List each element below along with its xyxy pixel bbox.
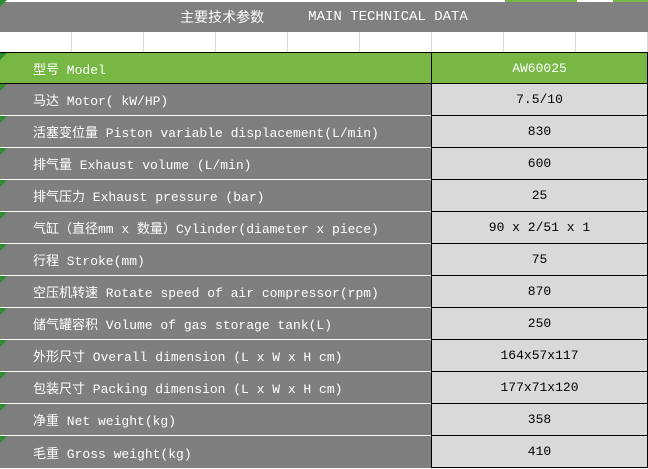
top-partial-row <box>0 0 648 2</box>
row-label: 气缸（直径mm x 数量）Cylinder(diameter x piece) <box>33 222 379 237</box>
spec-label-cell[interactable]: 活塞变位量 Piston variable displacement(L/min… <box>0 116 431 148</box>
spec-label-cell[interactable]: 储气罐容积 Volume of gas storage tank(L) <box>0 308 431 340</box>
spec-label-cell[interactable]: 马达 Motor( kW/HP) <box>0 84 431 116</box>
title-chinese: 主要技术参数 <box>180 11 265 27</box>
empty-grid-row[interactable] <box>0 32 648 52</box>
cell-error-triangle-icon <box>0 212 7 219</box>
row-label: 马达 Motor( kW/HP) <box>33 94 169 109</box>
spec-value-cell[interactable]: 7.5/10 <box>431 84 648 116</box>
row-label: 排气压力 Exhaust pressure (bar) <box>33 190 265 205</box>
table-title-bar[interactable]: 主要技术参数 MAIN TECHNICAL DATA <box>0 2 648 32</box>
row-value: 600 <box>527 156 552 171</box>
spec-label-cell[interactable]: 气缸（直径mm x 数量）Cylinder(diameter x piece) <box>0 212 431 244</box>
table-row-model: 型号 Model AW60025 <box>0 52 648 84</box>
spec-value-cell[interactable]: 358 <box>431 404 648 436</box>
cell-error-triangle-icon <box>0 340 7 347</box>
spec-value-cell[interactable]: 90 x 2/51 x 1 <box>431 212 648 244</box>
spec-value-cell[interactable]: 600 <box>431 148 648 180</box>
row-value: 830 <box>527 124 552 139</box>
row-label: 空压机转速 Rotate speed of air compressor(rpm… <box>33 286 379 301</box>
row-label: 行程 Stroke(mm) <box>33 254 145 269</box>
row-label: 包装尺寸 Packing dimension (L x W x H cm) <box>33 382 343 397</box>
row-value: 177x71x120 <box>500 380 579 395</box>
cell-error-triangle-icon <box>0 372 7 379</box>
row-label: 净重 Net weight(kg) <box>33 414 177 429</box>
table-row: 排气量 Exhaust volume (L/min) 600 <box>0 148 648 180</box>
table-row: 排气压力 Exhaust pressure (bar) 25 <box>0 180 648 212</box>
cell-error-triangle-icon <box>0 0 7 7</box>
spec-label-cell[interactable]: 包装尺寸 Packing dimension (L x W x H cm) <box>0 372 431 404</box>
spec-value-cell[interactable]: 410 <box>431 436 648 468</box>
spec-label-cell[interactable]: 排气量 Exhaust volume (L/min) <box>0 148 431 180</box>
spec-label-cell[interactable]: 外形尺寸 Overall dimension (L x W x H cm) <box>0 340 431 372</box>
spec-value-cell[interactable]: 75 <box>431 244 648 276</box>
table-row: 活塞变位量 Piston variable displacement(L/min… <box>0 116 648 148</box>
table-row: 空压机转速 Rotate speed of air compressor(rpm… <box>0 276 648 308</box>
row-value: 250 <box>527 316 552 331</box>
row-value: AW60025 <box>512 60 567 76</box>
row-label: 毛重 Gross weight(kg) <box>33 446 192 462</box>
row-value: 90 x 2/51 x 1 <box>488 220 591 235</box>
spec-rows: 马达 Motor( kW/HP) 7.5/10 活塞变位量 Piston var… <box>0 84 648 468</box>
table-row: 净重 Net weight(kg) 358 <box>0 404 648 436</box>
table-row: 毛重 Gross weight(kg) 410 <box>0 436 648 468</box>
row-value: 164x57x117 <box>500 348 579 363</box>
spec-label-cell[interactable]: 净重 Net weight(kg) <box>0 404 431 436</box>
cell-error-triangle-icon <box>0 180 7 187</box>
spec-label-cell[interactable]: 排气压力 Exhaust pressure (bar) <box>0 180 431 212</box>
spec-value-cell[interactable]: 25 <box>431 180 648 212</box>
spec-label-cell[interactable]: 毛重 Gross weight(kg) <box>0 436 431 468</box>
row-value: 7.5/10 <box>516 92 563 107</box>
technical-data-table: 型号 Model AW60025 马达 Motor( kW/HP) 7.5/10… <box>0 52 648 468</box>
row-label: 活塞变位量 Piston variable displacement(L/min… <box>33 126 379 141</box>
spec-value-cell[interactable]: 870 <box>431 276 648 308</box>
cell-error-triangle-icon <box>0 308 7 315</box>
cell-error-triangle-icon <box>0 436 7 443</box>
row-label: 储气罐容积 Volume of gas storage tank(L) <box>33 318 333 333</box>
green-cell-fragment <box>613 0 648 2</box>
table-row: 行程 Stroke(mm) 75 <box>0 244 648 276</box>
model-value-cell[interactable]: AW60025 <box>431 53 648 84</box>
cell-error-triangle-icon <box>0 404 7 411</box>
table-row: 储气罐容积 Volume of gas storage tank(L) 250 <box>0 308 648 340</box>
cell-error-triangle-icon <box>0 84 7 91</box>
cell-error-triangle-icon <box>0 276 7 283</box>
spec-value-cell[interactable]: 164x57x117 <box>431 340 648 372</box>
row-value: 410 <box>527 444 552 459</box>
row-value: 25 <box>531 188 548 203</box>
row-label: 外形尺寸 Overall dimension (L x W x H cm) <box>33 350 343 365</box>
spec-label-cell[interactable]: 空压机转速 Rotate speed of air compressor(rpm… <box>0 276 431 308</box>
green-cell-fragment <box>505 0 577 2</box>
cell-error-triangle-icon <box>0 244 7 251</box>
cell-error-triangle-icon <box>0 116 7 123</box>
row-label: 排气量 Exhaust volume (L/min) <box>33 158 252 173</box>
table-row: 马达 Motor( kW/HP) 7.5/10 <box>0 84 648 116</box>
row-value: 870 <box>527 284 552 299</box>
spec-value-cell[interactable]: 830 <box>431 116 648 148</box>
cell-error-triangle-icon <box>0 148 7 155</box>
row-value: 358 <box>527 412 552 427</box>
spec-value-cell[interactable]: 250 <box>431 308 648 340</box>
model-label-cell[interactable]: 型号 Model <box>0 53 431 84</box>
table-row: 外形尺寸 Overall dimension (L x W x H cm) 16… <box>0 340 648 372</box>
cell-error-triangle-icon <box>0 53 7 60</box>
title-english: MAIN TECHNICAL DATA <box>308 9 468 25</box>
row-value: 75 <box>531 252 548 267</box>
spec-label-cell[interactable]: 行程 Stroke(mm) <box>0 244 431 276</box>
table-row: 气缸（直径mm x 数量）Cylinder(diameter x piece) … <box>0 212 648 244</box>
table-row: 包装尺寸 Packing dimension (L x W x H cm) 17… <box>0 372 648 404</box>
spec-value-cell[interactable]: 177x71x120 <box>431 372 648 404</box>
row-label: 型号 Model <box>33 62 106 78</box>
